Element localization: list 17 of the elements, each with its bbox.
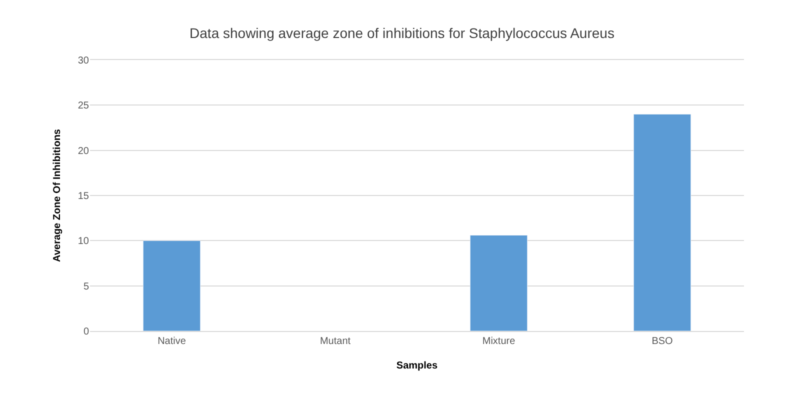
y-tick-label: 0 [83,326,90,338]
x-tick-label: Native [158,336,186,347]
x-axis-title: Samples [396,360,438,372]
y-tick-label: 25 [78,100,90,112]
y-tick-label: 10 [78,236,90,248]
y-tick-label: 20 [78,146,90,157]
x-tick-label: Mixture [482,336,516,347]
x-tick-label: BSO [652,336,674,347]
y-axis-title: Average Zone Of Inhibitions [52,128,63,262]
bar [142,240,201,331]
bar [633,114,692,331]
y-tick-label: 30 [78,56,90,66]
chart-title: Data showing average zone of inhibitions for Staphylococcus Aureus [190,24,614,41]
x-tick-label: Mutant [320,336,351,347]
y-tick-label: 5 [83,281,90,292]
y-tick-label: 15 [78,191,90,202]
bar [470,235,528,331]
